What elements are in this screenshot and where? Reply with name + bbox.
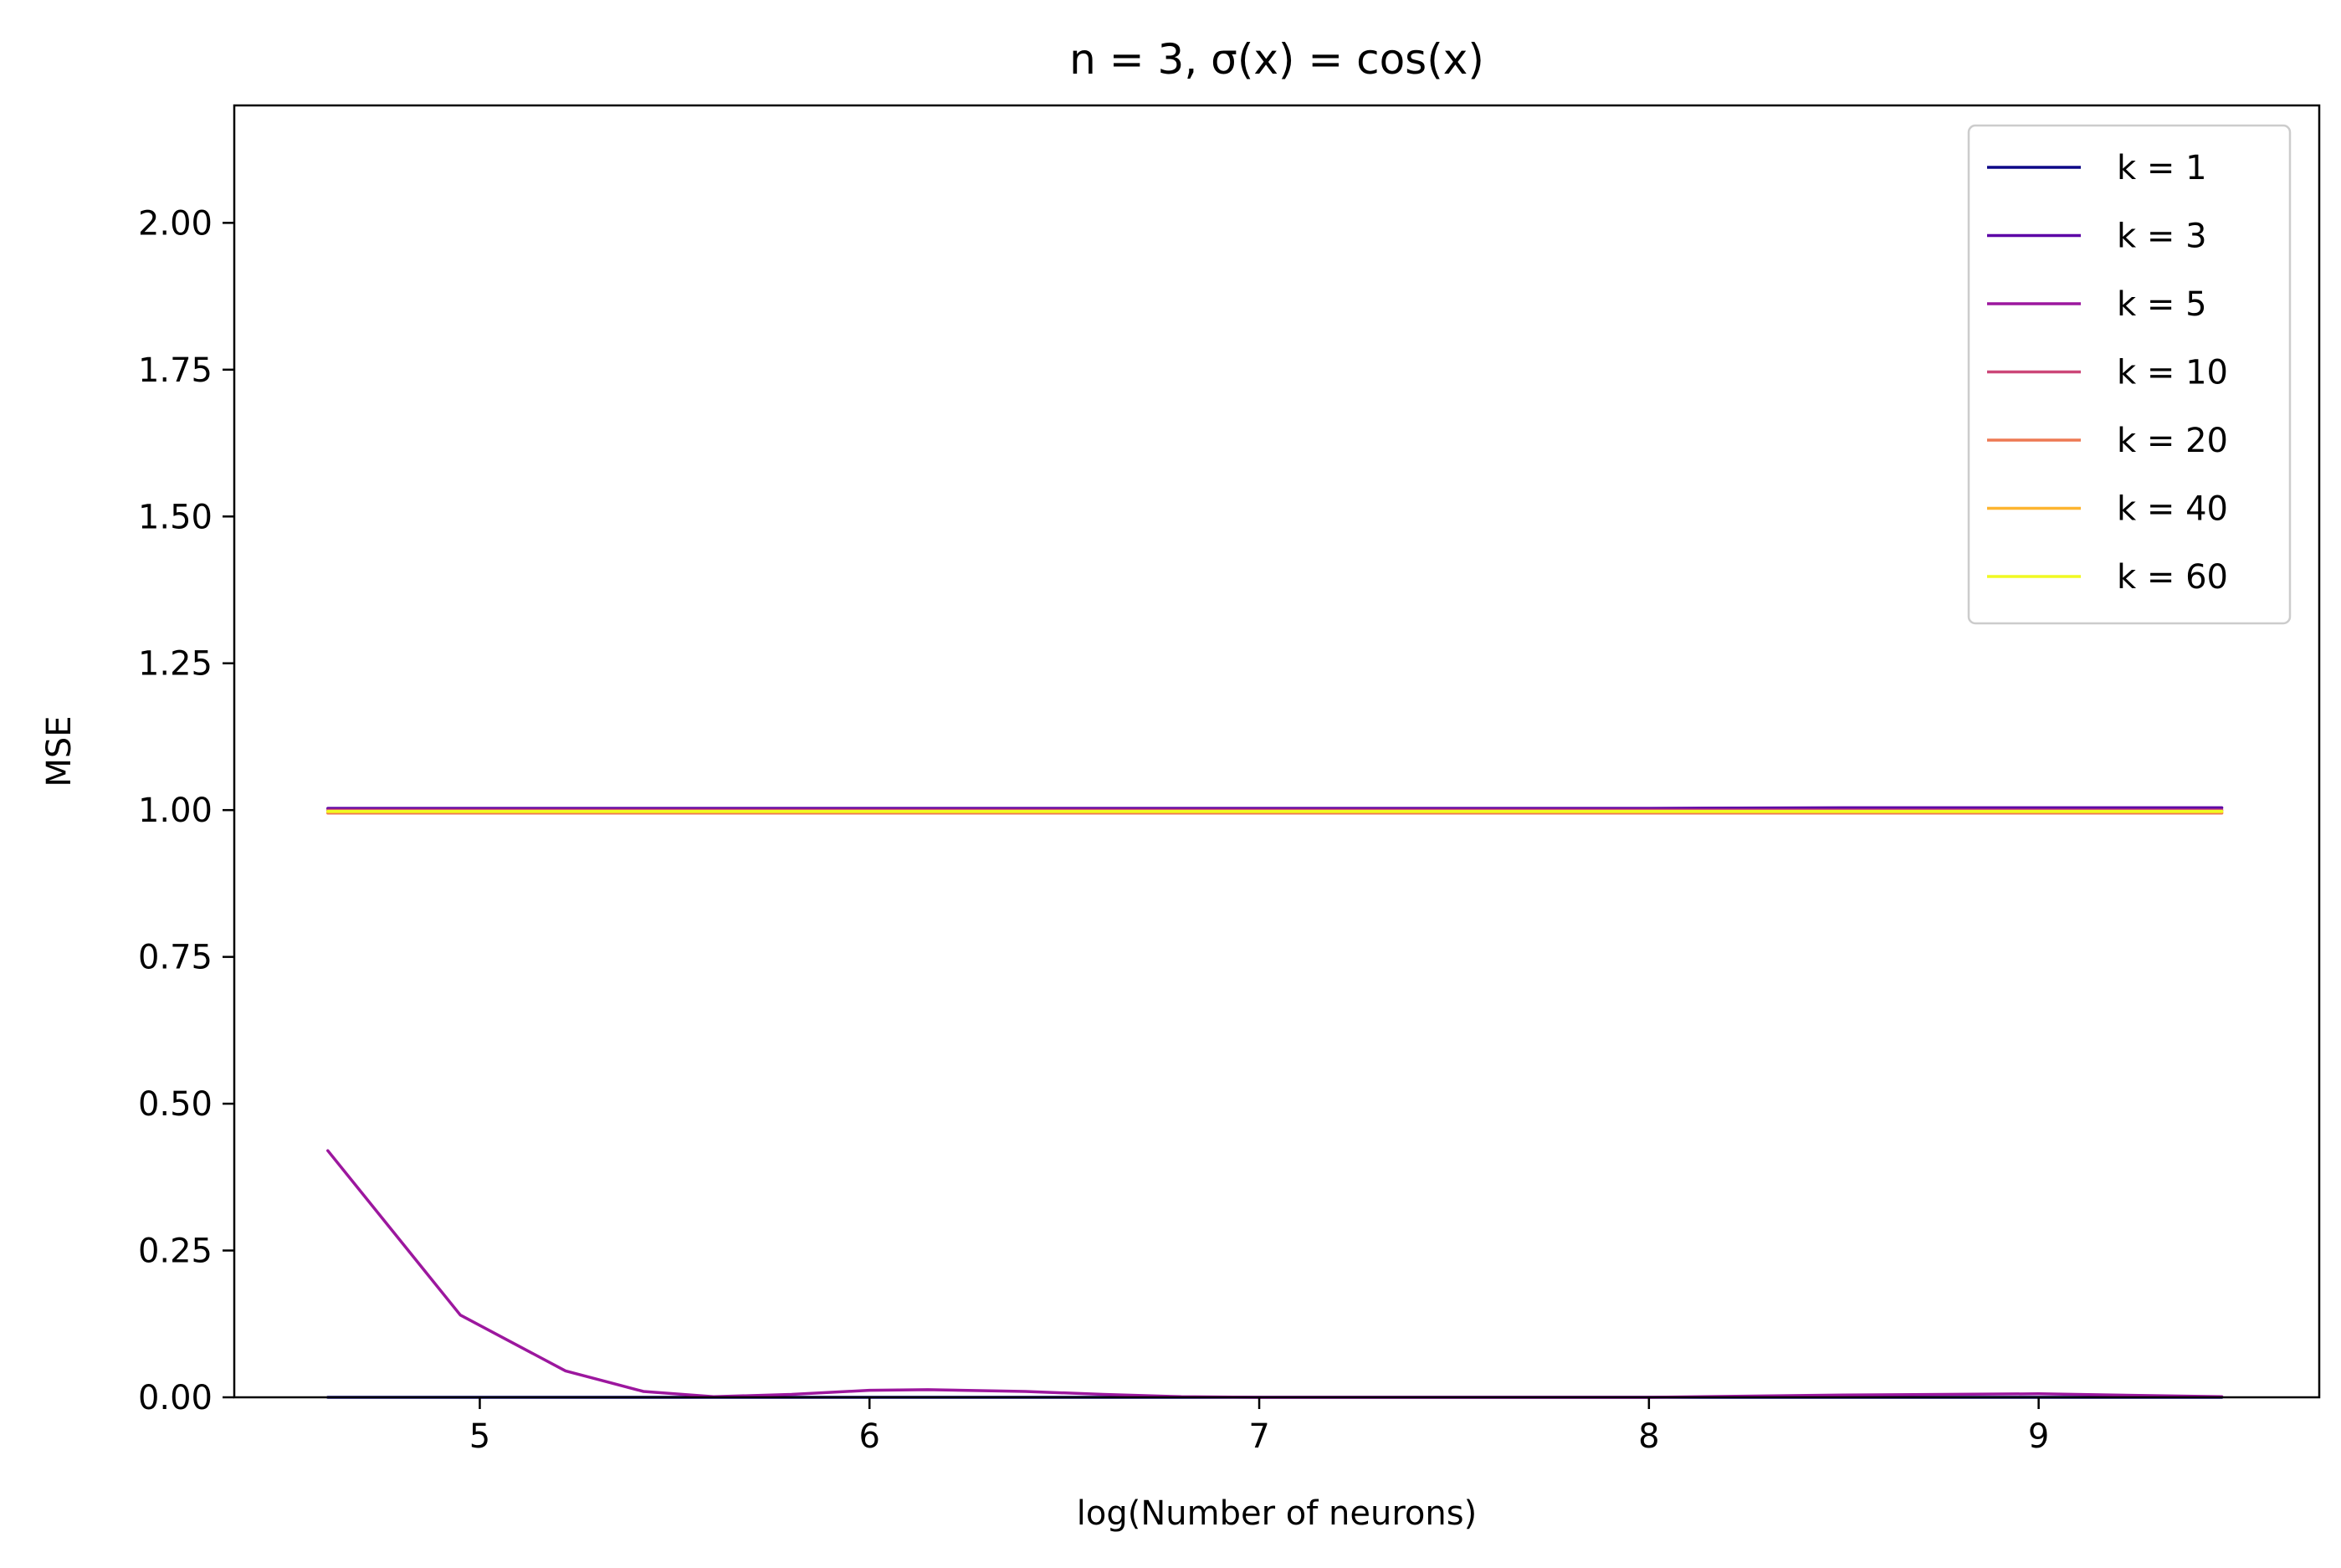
legend-label: k = 10: [2117, 354, 2228, 392]
y-tick-label: 0.00: [138, 1379, 213, 1417]
x-axis-label: log(Number of neurons): [1077, 1494, 1477, 1533]
y-axis-label: MSE: [40, 715, 79, 787]
legend-items: k = 1 k = 3 k = 5 k = 10 k = 20 k = 40 k = 60: [1987, 149, 2228, 597]
x-tick-label: 9: [2028, 1417, 2049, 1456]
legend-label: k = 20: [2117, 422, 2228, 460]
x-tick-label: 8: [1638, 1417, 1659, 1456]
y-tick-label: 1.50: [138, 498, 213, 536]
y-tick-label: 0.75: [138, 939, 213, 977]
chart-title: n = 3, σ(x) = cos(x): [1069, 35, 1484, 84]
x-tick-label: 7: [1248, 1417, 1269, 1456]
y-tick-label: 0.50: [138, 1085, 213, 1124]
legend-frame: [1967, 124, 2292, 625]
legend-label: k = 60: [2117, 558, 2228, 597]
y-tick-label: 1.75: [138, 351, 213, 390]
x-axis: 5 6 7 8 9: [469, 1397, 2049, 1456]
x-tick-label: 6: [859, 1417, 880, 1456]
y-tick-label: 1.00: [138, 792, 213, 830]
legend: k = 1 k = 3 k = 5 k = 10 k = 20 k = 40 k = 60: [1967, 124, 2292, 625]
legend-label: k = 1: [2117, 149, 2207, 187]
x-tick-label: 5: [469, 1417, 490, 1456]
y-tick-label: 1.25: [138, 645, 213, 684]
plot-frame: [233, 104, 2321, 1399]
legend-label: k = 3: [2117, 218, 2207, 256]
y-tick-label: 0.25: [138, 1232, 213, 1271]
legend-label: k = 5: [2117, 285, 2207, 324]
legend-label: k = 40: [2117, 490, 2228, 529]
series-line-2: [326, 806, 2224, 810]
y-axis: 0.00 0.25 0.50 0.75 1.00 1.25 1.50 1.75 2.00: [138, 204, 234, 1417]
y-tick-label: 2.00: [138, 204, 213, 243]
